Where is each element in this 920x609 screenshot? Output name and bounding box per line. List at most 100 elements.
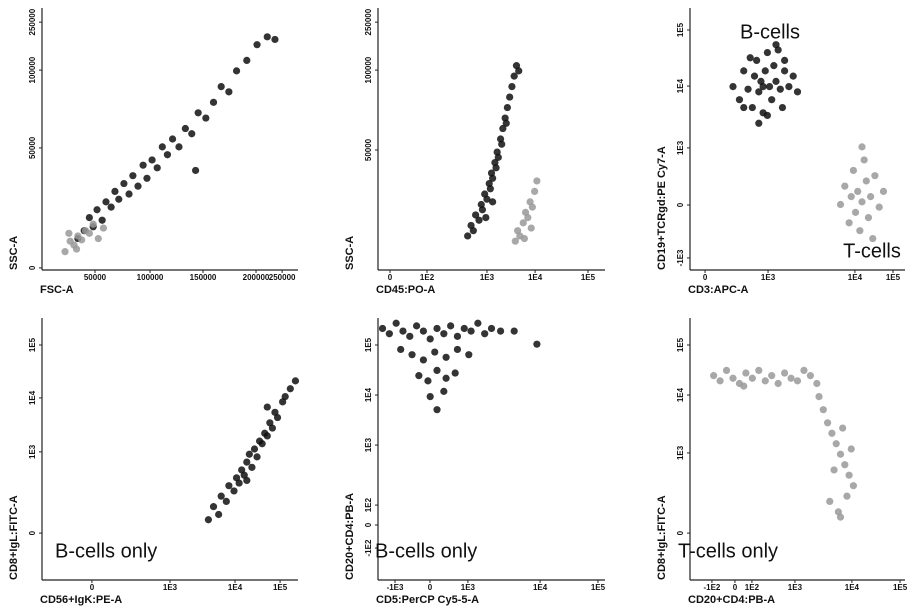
point [245, 450, 253, 458]
y-tick-label: 1E4 [676, 78, 685, 93]
point [192, 166, 200, 175]
point [755, 88, 763, 96]
x-axis-label: CD5:PerCP Cy5-5-A [376, 594, 479, 606]
point [442, 353, 450, 361]
point [793, 377, 802, 385]
panel: 0 1E3 1E4 1E5 -1E3 0 1E3 1E4 1E5 CD3:APC-A CD19+TC… [656, 8, 905, 296]
point [253, 453, 261, 461]
point [263, 432, 271, 440]
point [469, 227, 477, 235]
point [487, 324, 496, 333]
point [847, 445, 855, 453]
point [772, 41, 780, 49]
point [98, 216, 106, 224]
y-tick-label: 1E5 [28, 337, 37, 352]
point [447, 322, 455, 330]
x-tick-label: 1E3 [480, 273, 495, 282]
point [250, 445, 259, 453]
point [168, 135, 177, 143]
x-tick-label: 1E5 [591, 583, 606, 592]
point [819, 406, 827, 414]
point [528, 203, 536, 211]
point [856, 227, 864, 235]
point [735, 96, 744, 104]
y-tick-label: 50000 [28, 136, 37, 159]
y-tick-label: 1E3 [364, 437, 373, 452]
point [204, 516, 212, 524]
x-axis-label: CD3:APC-A [688, 284, 749, 296]
point [843, 492, 851, 500]
point [748, 374, 756, 382]
point [78, 236, 86, 244]
point [492, 164, 500, 172]
point [519, 219, 527, 227]
point [399, 327, 407, 335]
point [281, 393, 289, 401]
point [120, 179, 128, 188]
point [729, 374, 737, 382]
point [520, 234, 529, 243]
point [474, 319, 482, 327]
point [847, 193, 855, 201]
x-tick-label: 100000 [137, 273, 164, 282]
point [841, 182, 849, 190]
x-tick-label: 1E4 [845, 583, 860, 592]
point [464, 232, 472, 240]
panel: -1E3 0 1E3 1E4 1E5 -1E2 0 1E2 1E3 1E4 1E5 CD5:PerCP… [344, 318, 606, 606]
x-tick-label: 50000 [84, 273, 107, 282]
point [744, 85, 752, 93]
point [763, 111, 772, 120]
point [478, 206, 487, 214]
x-tick-label: 250000 [269, 273, 296, 282]
point [129, 172, 137, 180]
point [61, 248, 69, 256]
point [510, 327, 518, 335]
point [789, 72, 797, 80]
x-tick-label: 1E5 [886, 273, 901, 282]
point [481, 330, 489, 338]
annotation: T-cells only [678, 540, 778, 562]
y-tick-label: 1E4 [364, 387, 373, 402]
point [772, 77, 780, 85]
point [271, 35, 279, 44]
point [225, 88, 233, 96]
y-axis-label: CD8+IgL:FITC-A [8, 495, 20, 580]
point [482, 214, 490, 222]
point [781, 67, 789, 75]
point [862, 177, 870, 185]
x-tick-label: 1E3 [163, 583, 178, 592]
point [268, 424, 276, 432]
point [765, 83, 774, 91]
y-tick-label: 0 [364, 522, 373, 527]
x-tick-label: 1E5 [581, 273, 596, 282]
point [759, 83, 767, 91]
point [508, 83, 516, 91]
point [453, 345, 462, 354]
point [768, 372, 776, 380]
point [143, 174, 151, 182]
point [460, 324, 468, 333]
x-tick-label: 0 [703, 273, 708, 282]
point [828, 429, 836, 437]
x-axis-label: CD56+IgK:PE-A [40, 594, 122, 606]
point [486, 185, 494, 193]
y-tick-label: 0 [676, 202, 685, 207]
point [494, 153, 502, 161]
y-tick-label: 1E5 [676, 337, 685, 352]
point [502, 119, 510, 127]
point [243, 476, 251, 485]
point [175, 143, 183, 151]
point [188, 130, 196, 138]
x-tick-label: 1E3 [761, 273, 776, 282]
y-tick-label: 1E5 [364, 337, 373, 352]
panel: 50000 100000 150000 200000 25000005000010000… [8, 8, 298, 296]
x-tick-label: 1E5 [893, 583, 908, 592]
point [776, 85, 784, 93]
point [800, 366, 808, 374]
point [102, 198, 110, 206]
point [832, 440, 840, 448]
y-tick-label: 1E3 [676, 445, 685, 460]
point [836, 513, 845, 521]
y-axis-label: CD8+IgL:FITC-A [656, 495, 668, 580]
